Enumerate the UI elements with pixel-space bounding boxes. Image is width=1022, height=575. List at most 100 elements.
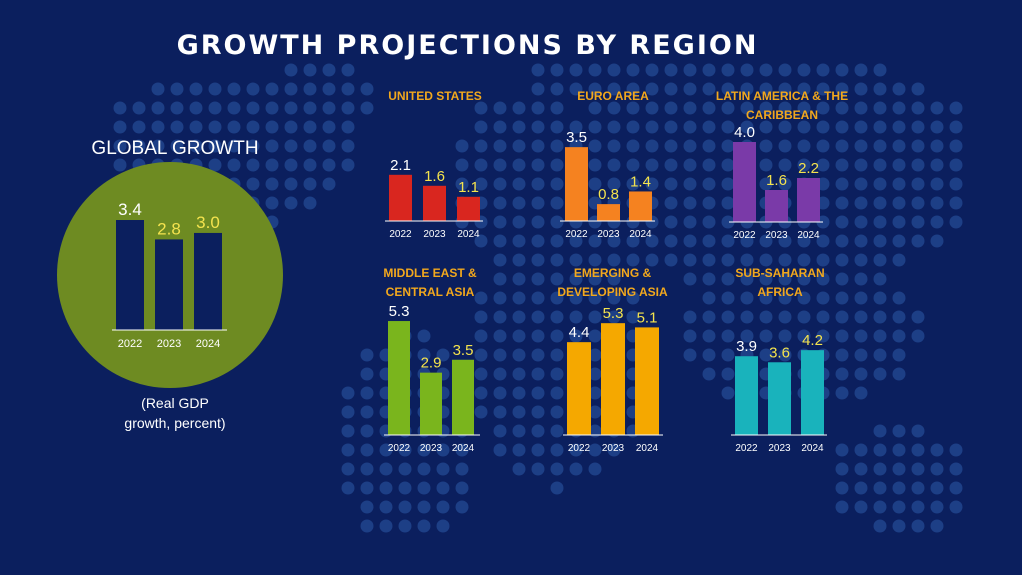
bar-2024 — [452, 359, 474, 435]
map-dot — [702, 101, 716, 115]
map-dot — [550, 215, 564, 229]
map-dot — [588, 139, 602, 153]
map-dot — [930, 101, 944, 115]
map-dot — [873, 82, 887, 96]
bar-2023 — [601, 323, 625, 435]
map-dot — [512, 367, 526, 381]
map-dot — [702, 120, 716, 134]
year-tick-label: 2023 — [768, 443, 791, 454]
map-dot — [778, 139, 792, 153]
map-dot — [702, 158, 716, 172]
year-tick-label: 2024 — [801, 443, 824, 454]
value-label: 3.5 — [566, 129, 587, 146]
map-dot — [569, 82, 583, 96]
map-dot — [778, 120, 792, 134]
chart-1: 2.1 2022 1.6 2023 1.1 2024 — [385, 157, 483, 240]
map-dot — [778, 177, 792, 191]
map-dot — [949, 196, 963, 210]
map-dot — [379, 500, 393, 514]
map-dot — [683, 139, 697, 153]
map-dot — [873, 462, 887, 476]
map-dot — [873, 443, 887, 457]
map-dot — [512, 405, 526, 419]
map-dot — [797, 291, 811, 305]
map-dot — [493, 405, 507, 419]
map-dot — [759, 120, 773, 134]
map-dot — [531, 82, 545, 96]
map-dot — [284, 139, 298, 153]
value-label: 2.1 — [390, 157, 411, 174]
map-dot — [797, 101, 811, 115]
map-dot — [303, 139, 317, 153]
map-dot — [797, 158, 811, 172]
map-dot — [550, 139, 564, 153]
map-dot — [873, 101, 887, 115]
map-dot — [417, 481, 431, 495]
map-dot — [512, 386, 526, 400]
map-dot — [303, 82, 317, 96]
map-dot — [892, 443, 906, 457]
map-dot — [797, 329, 811, 343]
bar-2022 — [735, 356, 758, 435]
map-dot — [550, 177, 564, 191]
map-dot — [227, 101, 241, 115]
map-dot — [607, 443, 621, 457]
map-dot — [417, 462, 431, 476]
map-dot — [170, 139, 184, 153]
map-dot — [512, 120, 526, 134]
map-dot — [721, 329, 735, 343]
map-dot — [284, 177, 298, 191]
map-dot — [474, 405, 488, 419]
map-dot — [835, 310, 849, 324]
map-dot — [493, 348, 507, 362]
map-dot — [246, 82, 260, 96]
map-dot — [911, 481, 925, 495]
map-dot — [455, 139, 469, 153]
map-dot — [588, 291, 602, 305]
map-dot — [740, 120, 754, 134]
map-dot — [645, 139, 659, 153]
map-dot — [550, 310, 564, 324]
map-dot — [360, 386, 374, 400]
map-dot — [531, 253, 545, 267]
map-dot — [721, 101, 735, 115]
map-dot — [246, 139, 260, 153]
year-tick-label: 2022 — [565, 229, 588, 240]
map-dot — [607, 158, 621, 172]
map-dot — [436, 500, 450, 514]
map-dot — [797, 310, 811, 324]
year-tick-label: 2024 — [196, 338, 220, 350]
map-dot — [607, 82, 621, 96]
map-dot — [341, 158, 355, 172]
region-title-latin-america: LATIN AMERICA & THE CARIBBEAN — [715, 89, 849, 122]
map-dot — [550, 348, 564, 362]
map-dot — [721, 291, 735, 305]
map-dot — [892, 215, 906, 229]
value-label: 2.9 — [421, 355, 442, 372]
bar-2024 — [457, 196, 480, 221]
map-dot — [208, 139, 222, 153]
map-dot — [227, 82, 241, 96]
map-dot — [474, 177, 488, 191]
map-dot — [911, 120, 925, 134]
map-dot — [930, 196, 944, 210]
chart-4: 5.3 2022 2.9 2023 3.5 2024 — [384, 303, 480, 454]
map-dot — [892, 348, 906, 362]
bar-2023 — [768, 362, 791, 435]
map-dot — [740, 101, 754, 115]
map-dot — [607, 101, 621, 115]
map-dot — [113, 101, 127, 115]
map-dot — [284, 158, 298, 172]
map-dot — [588, 272, 602, 286]
map-dot — [322, 120, 336, 134]
map-dot — [398, 481, 412, 495]
map-dot — [683, 234, 697, 248]
map-dot — [664, 215, 678, 229]
map-dot — [550, 253, 564, 267]
map-dot — [531, 291, 545, 305]
value-label: 3.9 — [736, 338, 757, 355]
map-dot — [702, 139, 716, 153]
map-dot — [265, 177, 279, 191]
